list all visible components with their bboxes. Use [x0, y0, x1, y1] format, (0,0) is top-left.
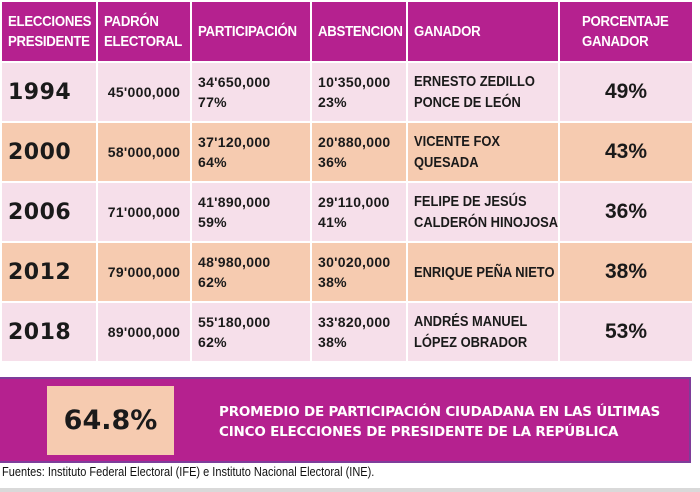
porcentaje-cell: 43%	[558, 121, 694, 183]
header-padron-line2: ELECTORAL	[104, 32, 183, 50]
year-cell: 2018	[0, 301, 98, 363]
porcentaje-cell: 36%	[558, 181, 694, 243]
average-participation-caption: PROMEDIO DE PARTICIPACIÓN CIUDADANA EN L…	[219, 402, 679, 442]
abstencion-pct: 38%	[318, 334, 347, 350]
participacion-cell: 55'180,000 62%	[190, 301, 312, 363]
ganador-line2: CALDERÓN HINOJOSA	[414, 214, 559, 231]
ganador-cell: FELIPE DE JESÚS CALDERÓN HINOJOSA	[406, 181, 560, 243]
table-row: 2018 89'000,000 55'180,000 62% 33'820,000…	[0, 301, 694, 363]
header-elecciones-line1: ELECCIONES	[8, 12, 92, 30]
ganador-line1: ANDRÉS MANUEL	[414, 313, 528, 330]
participacion-cell: 41'890,000 59%	[190, 181, 312, 243]
padron-cell: 71'000,000	[96, 181, 192, 243]
participacion-cell: 34'650,000 77%	[190, 61, 312, 123]
participacion-value: 34'650,000	[198, 74, 271, 90]
abstencion-pct: 36%	[318, 154, 347, 170]
participacion-value: 41'890,000	[198, 194, 271, 210]
ganador-line1: VICENTE FOX	[414, 133, 501, 150]
ganador-cell: ANDRÉS MANUEL LÓPEZ OBRADOR	[406, 301, 560, 363]
table-header-row: ELECCIONES PRESIDENTE PADRÓN ELECTORAL P…	[0, 0, 694, 63]
header-padron: PADRÓN ELECTORAL	[96, 0, 192, 63]
caption-line1: PROMEDIO DE PARTICIPACIÓN CIUDADANA EN L…	[219, 404, 661, 420]
header-padron-line1: PADRÓN	[104, 12, 159, 30]
header-ganador: GANADOR	[406, 0, 560, 63]
average-participation-value: 64.8%	[47, 386, 174, 455]
ganador-line2: LÓPEZ OBRADOR	[414, 334, 528, 351]
table-row: 2006 71'000,000 41'890,000 59% 29'110,000…	[0, 181, 694, 243]
header-ganador-label: GANADOR	[414, 22, 481, 40]
abstencion-cell: 30'020,000 38%	[310, 241, 408, 303]
caption-line2: CINCO ELECCIONES DE PRESIDENTE DE LA REP…	[219, 424, 619, 440]
bottom-divider	[0, 488, 700, 492]
header-elecciones-line2: PRESIDENTE	[8, 32, 90, 50]
padron-cell: 89'000,000	[96, 301, 192, 363]
ganador-line1: ENRIQUE PEÑA NIETO	[414, 263, 555, 281]
ganador-line2: QUESADA	[414, 154, 479, 171]
summary-banner: 64.8% PROMEDIO DE PARTICIPACIÓN CIUDADAN…	[0, 377, 691, 463]
year-cell: 2000	[0, 121, 98, 183]
padron-cell: 79'000,000	[96, 241, 192, 303]
sources-note: Fuentes: Instituto Federal Electoral (IF…	[2, 465, 375, 479]
participacion-pct: 59%	[198, 214, 227, 230]
abstencion-value: 33'820,000	[318, 314, 391, 330]
header-abstencion: ABSTENCION	[310, 0, 408, 63]
table-row: 2000 58'000,000 37'120,000 64% 20'880,000…	[0, 121, 694, 183]
padron-cell: 58'000,000	[96, 121, 192, 183]
abstencion-pct: 23%	[318, 94, 347, 110]
padron-cell: 45'000,000	[96, 61, 192, 123]
ganador-line2: PONCE DE LEÓN	[414, 94, 521, 111]
ganador-cell: VICENTE FOX QUESADA	[406, 121, 560, 183]
table-row: 2012 79'000,000 48'980,000 62% 30'020,000…	[0, 241, 694, 303]
participacion-pct: 77%	[198, 94, 227, 110]
ganador-line1: ERNESTO ZEDILLO	[414, 73, 535, 90]
participacion-pct: 62%	[198, 274, 227, 290]
abstencion-pct: 41%	[318, 214, 347, 230]
abstencion-cell: 20'880,000 36%	[310, 121, 408, 183]
participacion-pct: 62%	[198, 334, 227, 350]
header-participacion-label: PARTICIPACIÓN	[198, 22, 297, 40]
abstencion-pct: 38%	[318, 274, 347, 290]
abstencion-value: 10'350,000	[318, 74, 391, 90]
participacion-cell: 48'980,000 62%	[190, 241, 312, 303]
header-participacion: PARTICIPACIÓN	[190, 0, 312, 63]
porcentaje-cell: 49%	[558, 61, 694, 123]
header-porcentaje-line1: PORCENTAJE	[582, 12, 669, 30]
participacion-value: 55'180,000	[198, 314, 271, 330]
abstencion-value: 20'880,000	[318, 134, 391, 150]
elections-table: ELECCIONES PRESIDENTE PADRÓN ELECTORAL P…	[0, 0, 694, 363]
year-cell: 2012	[0, 241, 98, 303]
abstencion-value: 30'020,000	[318, 254, 391, 270]
abstencion-cell: 10'350,000 23%	[310, 61, 408, 123]
header-porcentaje: PORCENTAJE GANADOR	[558, 0, 694, 63]
participacion-value: 37'120,000	[198, 134, 271, 150]
year-cell: 1994	[0, 61, 98, 123]
participacion-pct: 64%	[198, 154, 227, 170]
table-row: 1994 45'000,000 34'650,000 77% 10'350,000…	[0, 61, 694, 123]
abstencion-value: 29'110,000	[318, 194, 390, 210]
header-porcentaje-line2: GANADOR	[582, 32, 649, 50]
ganador-line1: FELIPE DE JESÚS	[414, 193, 527, 210]
abstencion-cell: 29'110,000 41%	[310, 181, 408, 243]
header-elecciones: ELECCIONES PRESIDENTE	[0, 0, 98, 63]
porcentaje-cell: 38%	[558, 241, 694, 303]
porcentaje-cell: 53%	[558, 301, 694, 363]
participacion-cell: 37'120,000 64%	[190, 121, 312, 183]
participacion-value: 48'980,000	[198, 254, 271, 270]
ganador-cell: ERNESTO ZEDILLO PONCE DE LEÓN	[406, 61, 560, 123]
year-cell: 2006	[0, 181, 98, 243]
ganador-cell: ENRIQUE PEÑA NIETO	[406, 241, 560, 303]
abstencion-cell: 33'820,000 38%	[310, 301, 408, 363]
header-abstencion-label: ABSTENCION	[318, 22, 403, 40]
